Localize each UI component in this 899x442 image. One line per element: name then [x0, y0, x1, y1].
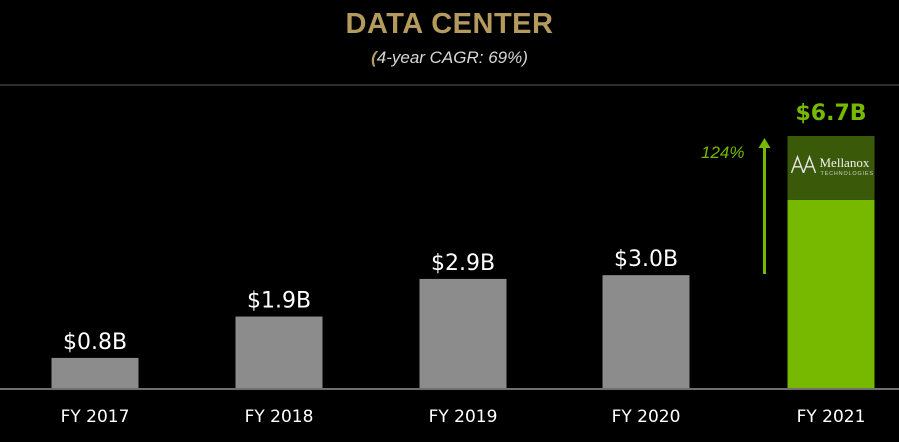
- chart-title: DATA CENTER: [345, 8, 554, 40]
- subtitle-open-paren: (: [371, 48, 377, 67]
- bar-value-label: $2.9B: [431, 251, 495, 276]
- growth-annotation: 124%: [701, 143, 744, 162]
- bar: [51, 357, 139, 388]
- logo-tagline: TECHNOLOGIES: [821, 171, 874, 177]
- bar-value-label: $0.8B: [63, 330, 127, 355]
- bar-value-label: $1.9B: [247, 289, 311, 314]
- logo-name: Mellanox: [820, 155, 870, 170]
- bar: [602, 275, 690, 388]
- x-tick-label: FY 2018: [245, 407, 314, 427]
- bar: [235, 316, 323, 388]
- bar-segment-nvidia: [787, 199, 875, 388]
- bar-value-label: $3.0B: [614, 247, 678, 272]
- bridge-icon: [790, 154, 817, 174]
- x-tick-label: FY 2017: [61, 407, 130, 427]
- chart-subtitle: (4-year CAGR: 69%): [0, 48, 899, 68]
- x-tick-label: FY 2019: [429, 407, 498, 427]
- bar: [419, 278, 507, 388]
- bar-value-label: $6.7B: [795, 101, 866, 126]
- subtitle-text: 4-year CAGR: 69%): [376, 48, 528, 67]
- x-tick-label: FY 2021: [797, 407, 866, 427]
- header-divider: [0, 84, 899, 86]
- x-tick-label: FY 2020: [612, 407, 681, 427]
- growth-arrow-head: [758, 138, 771, 148]
